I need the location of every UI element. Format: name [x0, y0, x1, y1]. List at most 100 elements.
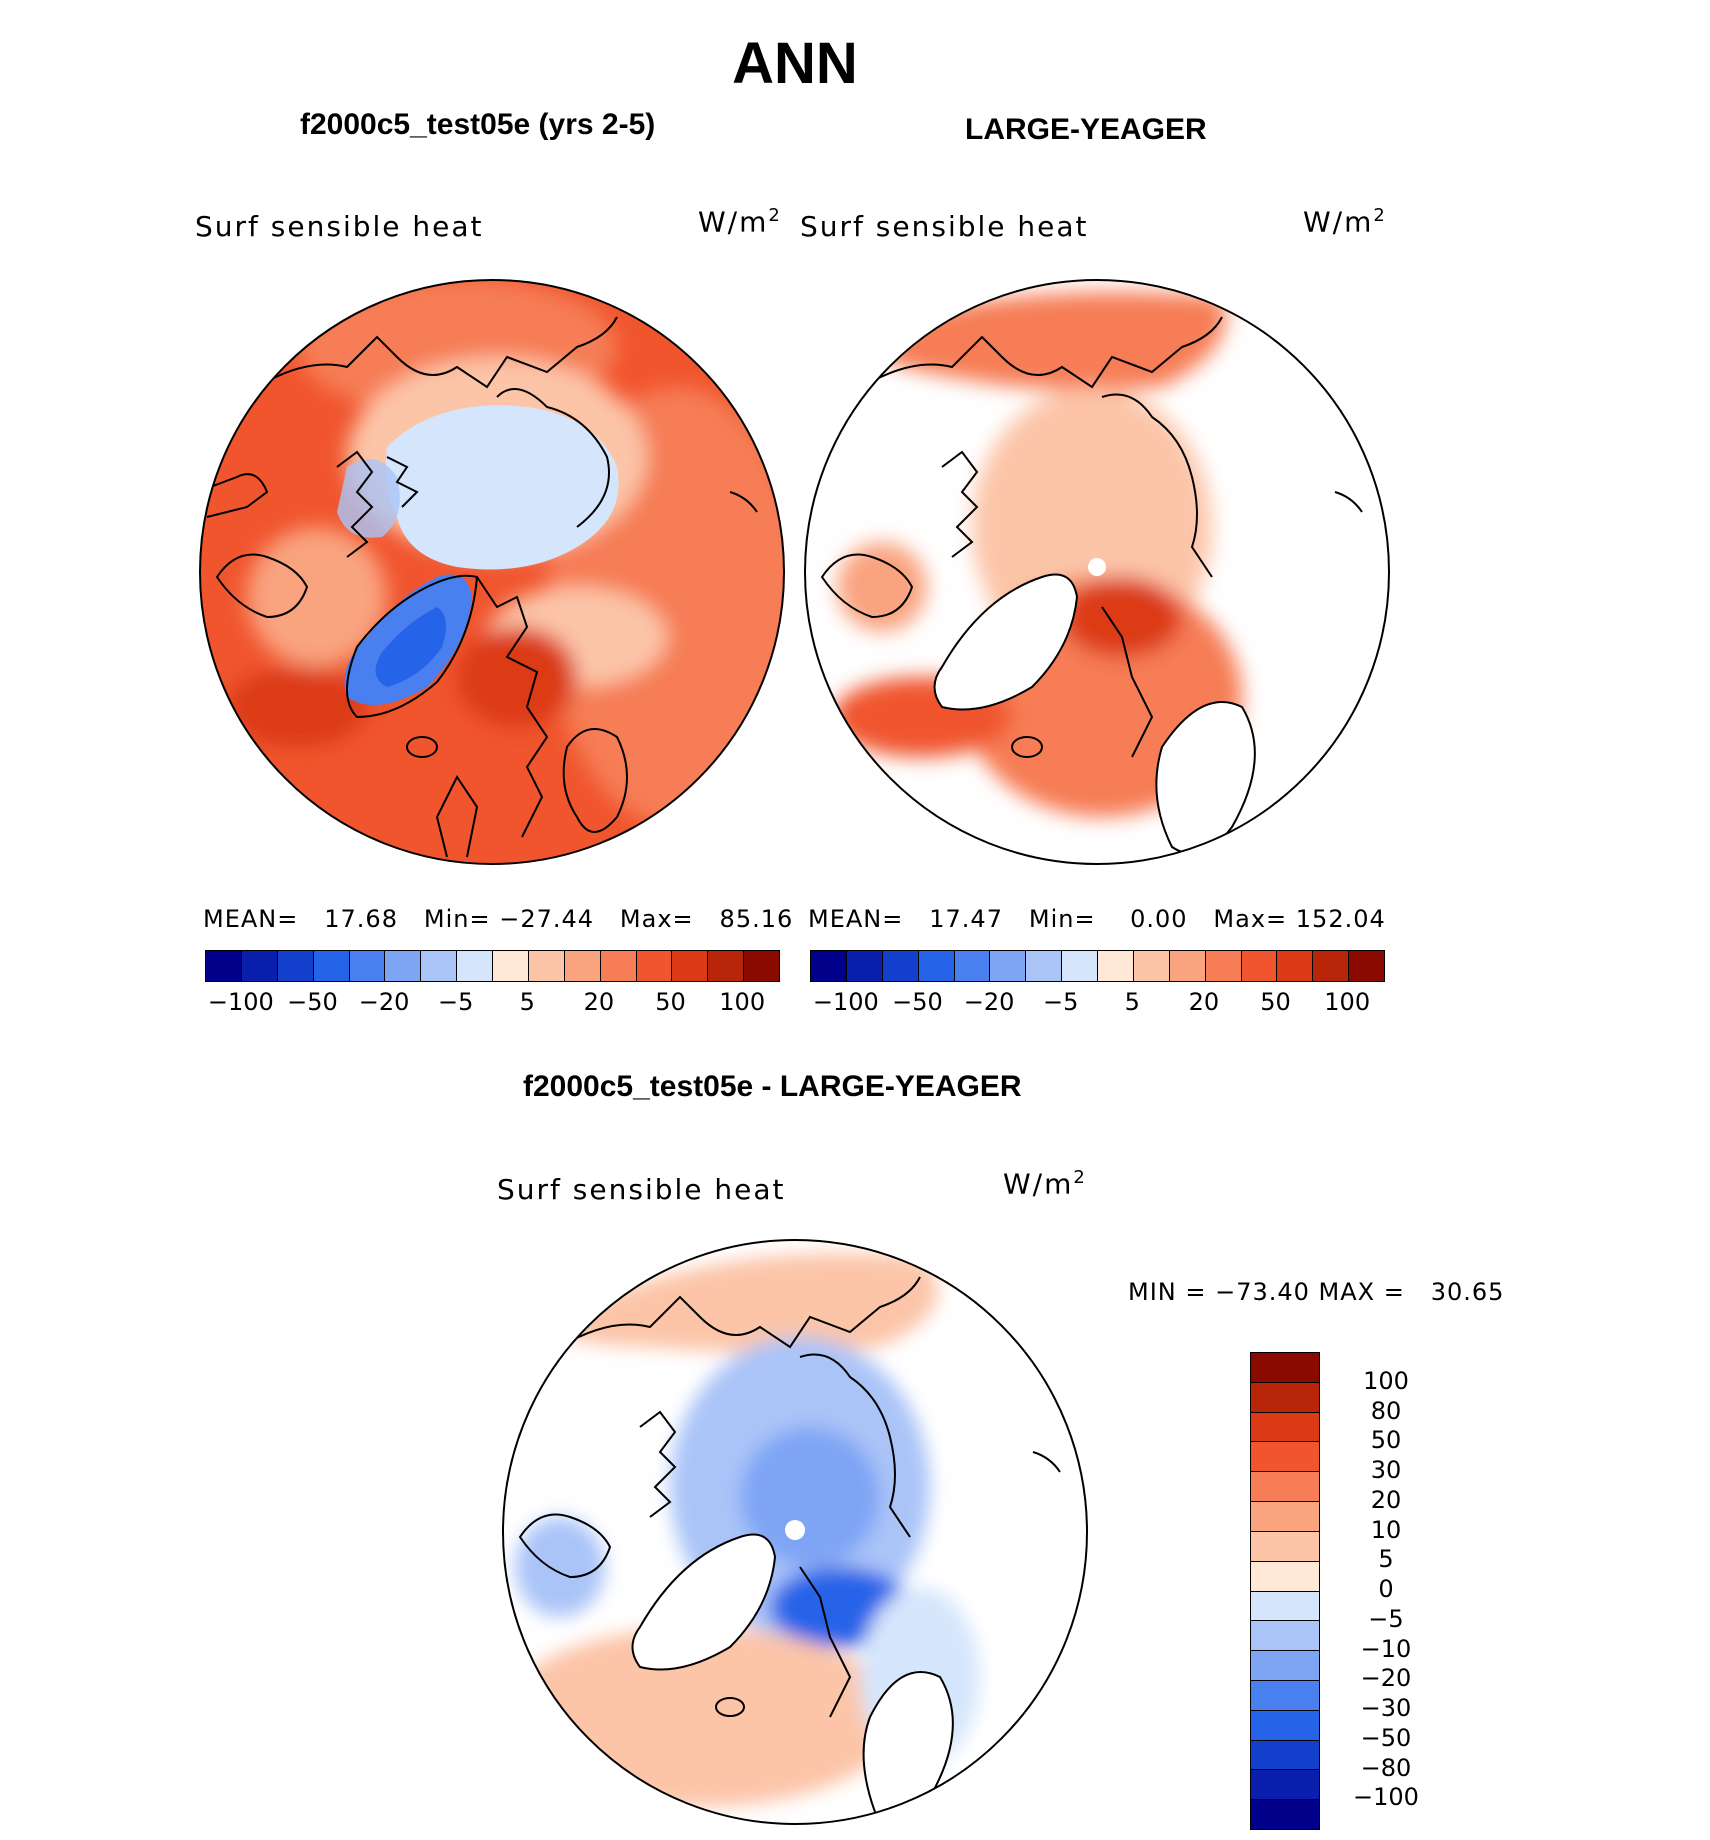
- colorbar-swatch: [917, 951, 954, 981]
- field-patch: [515, 1517, 605, 1617]
- coastline: [1101, 606, 1154, 758]
- colorbar-tick-label: 80: [1370, 1396, 1402, 1425]
- colorbar-tick-label: 0: [1378, 1575, 1394, 1603]
- scandinavia-land: [863, 1672, 953, 1822]
- coastline: [862, 1671, 954, 1823]
- colorbar-tick-label: −50: [287, 988, 338, 1016]
- panel-1-max-value: 85.16: [719, 905, 794, 933]
- colorbar-swatch: [1251, 1353, 1319, 1382]
- colorbar-swatch: [1025, 951, 1062, 981]
- map-boundary: [804, 279, 1390, 865]
- colorbar-swatch: [743, 951, 779, 981]
- coastline: [1011, 736, 1043, 758]
- field-patch: [540, 1253, 938, 1352]
- colorbar-swatch: [811, 951, 846, 981]
- colorbar-tick-label: −100: [812, 988, 879, 1016]
- panel-1-polar-map: [199, 279, 785, 865]
- panel-2-polar-map: [804, 279, 1390, 865]
- panel-1-units-text: W/m: [698, 205, 769, 239]
- panel-2-stats: MEAN= 17.47 Min= 0.00 Max= 152.04: [808, 905, 1386, 933]
- colorbar-swatch: [1240, 951, 1277, 981]
- colorbar-swatch: [635, 951, 672, 981]
- coastline: [256, 316, 618, 389]
- colorbar-swatch: [1251, 1501, 1319, 1531]
- colorbar-swatch: [1251, 1590, 1319, 1621]
- difference-min-max: MIN = −73.40 MAX = 30.65: [1128, 1278, 1505, 1306]
- coastline: [1155, 701, 1256, 855]
- greenland-core: [375, 607, 446, 687]
- panel-1-variable-label: Surf sensible heat: [195, 210, 484, 243]
- colorbar-swatch: [1251, 1769, 1319, 1800]
- colorbar-swatch: [492, 951, 528, 981]
- colorbar-swatch: [953, 951, 990, 981]
- panel-2-min-label: Min=: [1028, 905, 1096, 933]
- archipelago-region: [337, 459, 400, 538]
- coastline: [631, 1533, 777, 1671]
- coastline: [1334, 491, 1363, 513]
- panel-1-stats: MEAN= 17.68 Min= −27.44 Max= 85.16: [203, 905, 793, 933]
- colorbar-swatch: [1251, 1560, 1319, 1591]
- colorbar-swatch: [671, 951, 708, 981]
- colorbar-swatch: [1251, 1471, 1319, 1502]
- pole-marker: [785, 1520, 805, 1540]
- panel-2-colorbar: [810, 950, 1385, 982]
- coastline: [1032, 1451, 1061, 1473]
- coastline: [1101, 393, 1213, 578]
- colorbar-tick-label: −5: [1042, 988, 1079, 1016]
- difference-units-sup: 2: [1073, 1167, 1087, 1188]
- colorbar-tick-label: −20: [1360, 1664, 1412, 1693]
- colorbar-tick-label: 10: [1370, 1515, 1402, 1544]
- colorbar-swatch: [1251, 1650, 1319, 1680]
- sea-ice-region: [385, 405, 619, 570]
- colorbar-tick-label: −100: [1353, 1783, 1419, 1812]
- panel-1-mean-value: 17.68: [324, 905, 398, 933]
- panel-1-min-label: Min=: [423, 905, 491, 933]
- scandinavia-land: [1156, 702, 1255, 854]
- panel-2-min-value: 0.00: [1130, 905, 1188, 933]
- colorbar-tick-label: −20: [358, 988, 410, 1016]
- coastline: [933, 573, 1079, 711]
- coastline: [729, 491, 758, 513]
- field-patch: [247, 527, 387, 667]
- colorbar-swatch: [1168, 951, 1205, 981]
- map-boundary: [199, 279, 785, 865]
- colorbar-tick-label: −50: [1360, 1723, 1412, 1752]
- field-patch: [457, 627, 577, 727]
- panel-2-units: W/m2: [1303, 205, 1387, 238]
- coastline: [799, 1353, 911, 1538]
- panel-2-mean-label: MEAN=: [808, 905, 904, 933]
- colorbar-swatch: [845, 951, 882, 981]
- coastline: [861, 316, 1223, 389]
- coastline: [215, 553, 309, 619]
- panel-1-title: f2000c5_test05e (yrs 2-5): [300, 108, 656, 141]
- colorbar-swatch: [1251, 1381, 1319, 1412]
- coastline: [346, 574, 479, 719]
- panel-1-units-sup: 2: [768, 205, 782, 226]
- colorbar-swatch: [527, 951, 564, 981]
- difference-units: W/m2: [1003, 1167, 1087, 1200]
- colorbar-tick-label: 5: [519, 988, 535, 1016]
- colorbar-swatch: [881, 951, 918, 981]
- coastline: [562, 728, 628, 833]
- colorbar-swatch: [456, 951, 492, 981]
- panel-2-max-label: Max=: [1213, 905, 1288, 933]
- panel-1-mean-label: MEAN=: [203, 905, 299, 933]
- coastline: [715, 1697, 745, 1717]
- colorbar-swatch: [1132, 951, 1169, 981]
- coastline: [435, 775, 479, 858]
- colorbar-tick-label: −80: [1360, 1753, 1412, 1782]
- difference-units-text: W/m: [1003, 1167, 1074, 1201]
- panel-2-units-sup: 2: [1373, 205, 1387, 226]
- coastline: [200, 473, 269, 518]
- coastline: [941, 450, 979, 558]
- colorbar-tick-label: 5: [1124, 988, 1140, 1016]
- colorbar-tick-label: 50: [655, 988, 686, 1016]
- colorbar-swatch: [348, 951, 385, 981]
- colorbar-tick-label: −50: [892, 988, 943, 1016]
- colorbar-swatch: [1251, 1709, 1319, 1740]
- colorbar-swatch: [599, 951, 636, 981]
- colorbar-swatch: [240, 951, 277, 981]
- difference-variable-label: Surf sensible heat: [497, 1173, 786, 1206]
- field-patch: [740, 1427, 880, 1567]
- field-patch: [227, 667, 367, 747]
